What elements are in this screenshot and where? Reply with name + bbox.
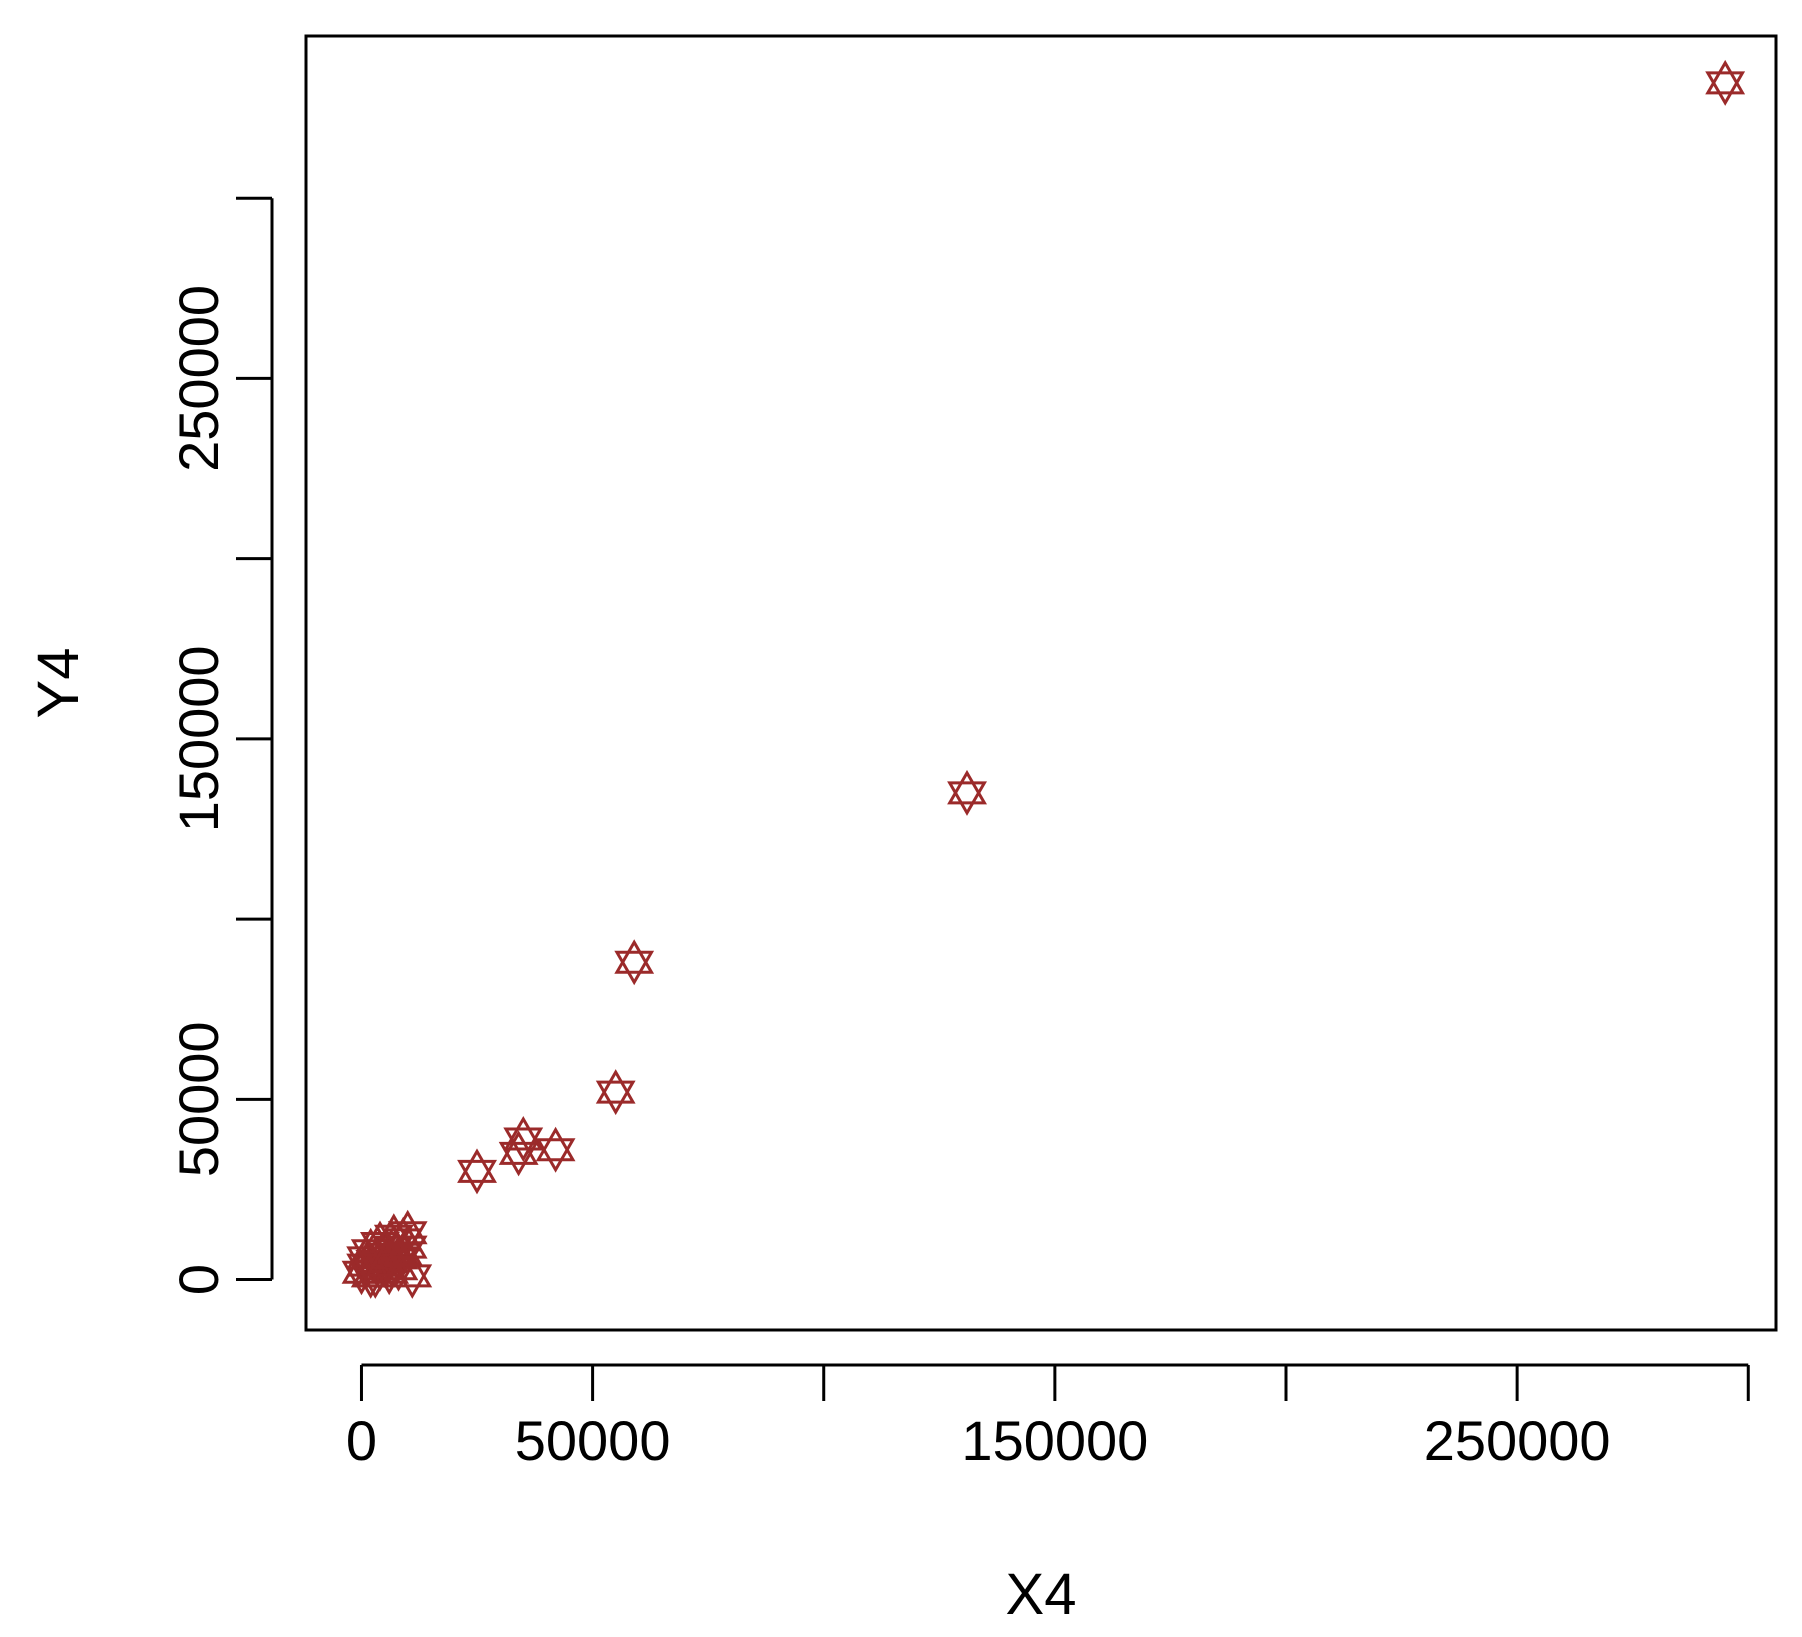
- y-axis: 0 50000 150000 250000: [167, 196, 274, 1295]
- data-point: [614, 939, 655, 986]
- y-axis-label: Y4: [26, 648, 91, 719]
- data-point: [535, 1126, 576, 1173]
- y-tick-label: 0: [167, 1264, 230, 1295]
- x-tick-label: 150000: [961, 1409, 1148, 1472]
- data-point: [373, 1213, 414, 1260]
- x-axis-label: X4: [1006, 1562, 1077, 1627]
- y-tick-label: 50000: [167, 1021, 230, 1177]
- data-point: [1705, 59, 1746, 106]
- x-tick-label: 50000: [515, 1409, 671, 1472]
- data-point: [355, 1252, 396, 1299]
- y-tick-label: 250000: [167, 285, 230, 472]
- data-point: [346, 1234, 386, 1281]
- data-point: [947, 769, 988, 816]
- data-point: [595, 1069, 636, 1116]
- x-axis: 0 50000 150000 250000: [346, 1363, 1750, 1472]
- data-point: [457, 1148, 498, 1195]
- x-tick-label: 250000: [1424, 1409, 1611, 1472]
- data-point: [387, 1224, 428, 1271]
- data-point: [498, 1130, 539, 1177]
- data-points: [341, 59, 1746, 1299]
- x-tick-label: 0: [346, 1409, 377, 1472]
- plot-frame: [304, 34, 1778, 1332]
- y-tick-label: 150000: [167, 645, 230, 832]
